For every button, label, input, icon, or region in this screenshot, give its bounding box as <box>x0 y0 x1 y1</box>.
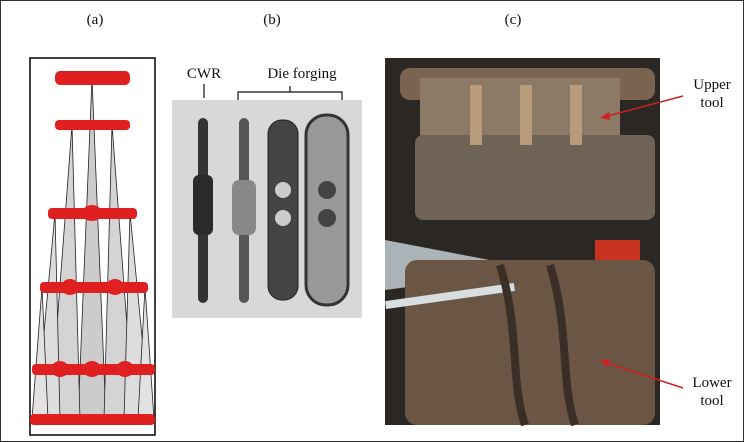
figure: (a) (b) (c) C <box>0 0 744 442</box>
preform-drawing <box>30 58 155 435</box>
annotation: Die forging <box>267 66 337 82</box>
figure-drawing: (a) (b) (c) C <box>0 0 744 442</box>
annotation: CWR <box>187 66 221 82</box>
annotation: Lower tool <box>684 374 740 410</box>
panel-label: (c) <box>505 12 522 28</box>
annotation: Upper tool <box>684 76 740 112</box>
forging-photo <box>172 84 362 318</box>
panel-label: (b) <box>263 12 281 28</box>
panel-label: (a) <box>87 12 104 28</box>
